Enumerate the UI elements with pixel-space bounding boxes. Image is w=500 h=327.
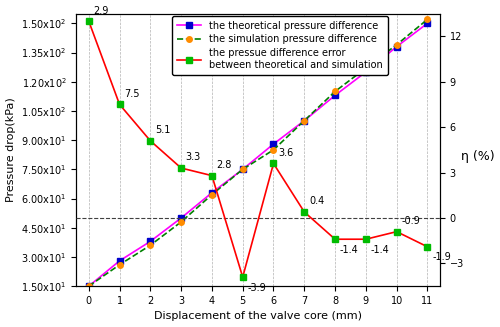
the pressue difference error bbox=[394, 230, 400, 233]
Text: 5.1: 5.1 bbox=[155, 125, 170, 135]
Legend: the theoretical pressure difference, the simulation pressure difference, the pre: the theoretical pressure difference, the… bbox=[172, 16, 388, 75]
Text: 0.4: 0.4 bbox=[309, 197, 324, 206]
the simulation pressure difference bbox=[86, 284, 91, 288]
the theoretical pressure difference bbox=[86, 284, 91, 288]
the theoretical pressure difference bbox=[270, 142, 276, 146]
the simulation pressure difference bbox=[302, 119, 308, 123]
the simulation pressure difference bbox=[116, 263, 122, 267]
the pressue difference error bbox=[240, 275, 246, 279]
the pressue difference error bbox=[363, 237, 369, 241]
Text: 2.8: 2.8 bbox=[216, 160, 232, 170]
the theoretical pressure difference bbox=[424, 21, 430, 25]
the theoretical pressure difference bbox=[332, 94, 338, 97]
the theoretical pressure difference bbox=[363, 70, 369, 74]
the pressue difference error bbox=[116, 102, 122, 106]
Text: -1.4: -1.4 bbox=[370, 245, 389, 255]
Text: 3.6: 3.6 bbox=[278, 148, 293, 158]
the pressue difference error bbox=[424, 245, 430, 249]
the theoretical pressure difference bbox=[302, 119, 308, 123]
the pressue difference error bbox=[270, 162, 276, 165]
the pressue difference error bbox=[302, 210, 308, 214]
the theoretical pressure difference bbox=[209, 191, 215, 195]
the theoretical pressure difference bbox=[240, 167, 246, 171]
the theoretical pressure difference bbox=[148, 239, 154, 243]
Text: 7.5: 7.5 bbox=[124, 89, 140, 99]
Line: the pressue difference error: the pressue difference error bbox=[86, 18, 430, 280]
the pressue difference error bbox=[178, 166, 184, 170]
X-axis label: Displacement of the valve core (mm): Displacement of the valve core (mm) bbox=[154, 311, 362, 321]
the simulation pressure difference bbox=[270, 148, 276, 152]
the simulation pressure difference bbox=[424, 17, 430, 21]
the theoretical pressure difference bbox=[394, 45, 400, 49]
the simulation pressure difference bbox=[178, 220, 184, 224]
the theoretical pressure difference bbox=[178, 216, 184, 220]
the simulation pressure difference bbox=[209, 193, 215, 197]
the pressue difference error bbox=[332, 237, 338, 241]
the simulation pressure difference bbox=[148, 243, 154, 247]
Y-axis label: Pressure drop(kPa): Pressure drop(kPa) bbox=[6, 97, 16, 202]
the simulation pressure difference bbox=[363, 66, 369, 70]
Text: -3.9: -3.9 bbox=[248, 283, 266, 293]
the pressue difference error bbox=[148, 139, 154, 143]
the pressue difference error bbox=[209, 174, 215, 178]
Text: -1.4: -1.4 bbox=[340, 245, 358, 255]
the theoretical pressure difference bbox=[116, 259, 122, 263]
Y-axis label: η (%): η (%) bbox=[461, 150, 494, 163]
Text: 3.3: 3.3 bbox=[186, 152, 201, 163]
the simulation pressure difference bbox=[240, 167, 246, 171]
Line: the theoretical pressure difference: the theoretical pressure difference bbox=[86, 21, 430, 289]
Text: -0.9: -0.9 bbox=[402, 216, 420, 226]
Text: 2.9: 2.9 bbox=[94, 6, 108, 16]
the pressue difference error bbox=[86, 19, 91, 23]
the simulation pressure difference bbox=[332, 90, 338, 94]
the simulation pressure difference bbox=[394, 43, 400, 47]
Text: -1.9: -1.9 bbox=[432, 252, 451, 263]
Line: the simulation pressure difference: the simulation pressure difference bbox=[86, 17, 430, 289]
